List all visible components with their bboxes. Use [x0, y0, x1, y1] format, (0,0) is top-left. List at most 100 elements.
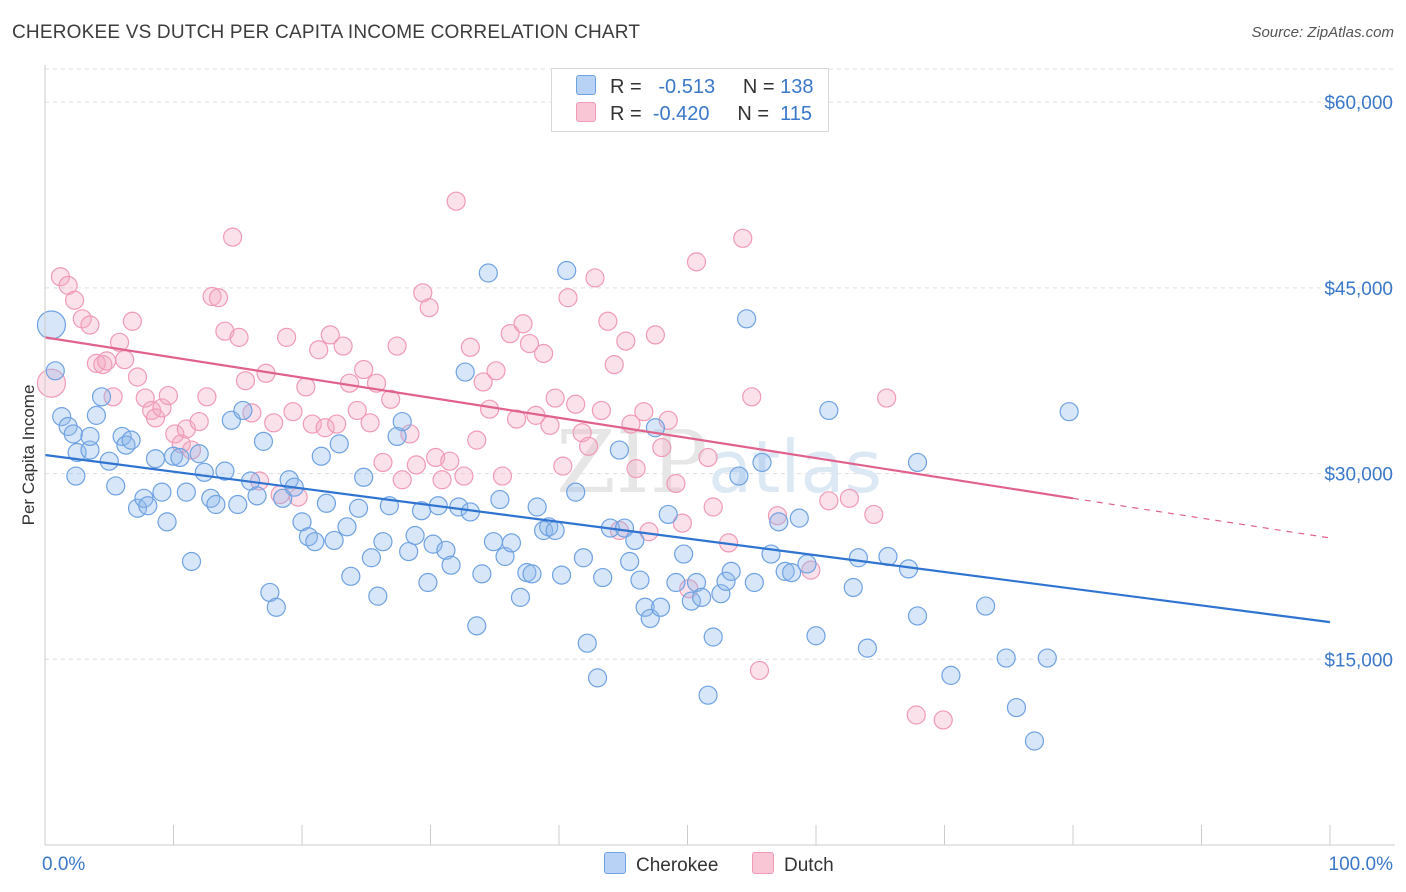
dutch-point	[519, 333, 540, 354]
dutch-point	[553, 456, 573, 476]
dutch-point	[354, 359, 374, 380]
cherokee-point	[52, 407, 72, 427]
cherokee-point	[329, 434, 349, 454]
cherokee-point	[36, 310, 67, 340]
dutch-point	[302, 414, 322, 434]
cherokee-point	[1006, 697, 1027, 718]
y-axis-label: Per Capita Income	[19, 385, 38, 526]
cherokee-point	[729, 466, 749, 486]
cherokee-point	[551, 565, 572, 585]
dutch-point	[864, 504, 884, 525]
dutch-point	[315, 418, 335, 438]
dutch-point	[578, 436, 599, 456]
dutch-point	[446, 191, 466, 211]
r-value: -0.513	[658, 76, 716, 98]
dutch-point	[545, 388, 565, 408]
cherokee-point	[138, 496, 158, 516]
dutch-legend-swatch	[752, 852, 774, 874]
dutch-point	[158, 385, 178, 406]
cherokee-point	[907, 452, 928, 473]
cherokee-point	[625, 530, 645, 551]
dutch-point	[276, 327, 297, 347]
legend-label: Cherokee	[636, 855, 719, 876]
dutch-point	[223, 227, 243, 247]
dutch-point	[742, 387, 762, 407]
r-label: R =	[610, 103, 642, 125]
cherokee-point	[490, 489, 510, 510]
dutch-swatch	[576, 102, 596, 122]
cherokee-point	[510, 587, 531, 607]
y-tick-label: $60,000	[1324, 93, 1393, 114]
cherokee-point	[418, 572, 438, 593]
cherokee-point	[106, 476, 126, 496]
cherokee-point	[614, 518, 635, 538]
cherokee-point	[436, 540, 456, 560]
cherokee-point	[215, 461, 235, 481]
dutch-point	[387, 336, 407, 356]
dutch-point	[165, 424, 185, 444]
dutch-point	[426, 447, 446, 468]
cherokee-point	[527, 497, 547, 517]
cherokee-point	[635, 597, 655, 617]
cherokee-point	[843, 577, 863, 598]
cherokee-point	[201, 488, 221, 508]
dutch-point	[122, 311, 142, 331]
cherokee-point	[1037, 648, 1057, 668]
x-tick-label-max: 100.0%	[1329, 854, 1394, 875]
cherokee-point	[233, 400, 253, 421]
cherokee-point	[577, 633, 597, 653]
cherokee-point	[478, 263, 498, 283]
cherokee-point	[253, 431, 274, 451]
n-value: 138	[780, 76, 814, 98]
dutch-point	[533, 343, 554, 364]
cherokee-point	[441, 555, 461, 575]
dutch-point	[373, 452, 393, 473]
dutch-point	[235, 371, 256, 391]
cherokee-point	[587, 668, 608, 688]
dutch-point	[877, 388, 897, 408]
dutch-point	[419, 298, 439, 318]
cherokee-point	[368, 586, 388, 606]
cherokee-point	[145, 449, 166, 469]
cherokee-point	[573, 548, 594, 568]
cherokee-point	[483, 532, 504, 552]
cherokee-point	[337, 517, 357, 537]
dutch-point	[309, 340, 329, 360]
dutch-point	[767, 506, 788, 526]
dutch-point	[208, 288, 229, 308]
dutch-point	[320, 325, 340, 345]
dutch-point	[733, 228, 753, 248]
cherokee-point	[716, 571, 736, 591]
cherokee-swatch	[576, 75, 596, 95]
cherokee-point	[311, 446, 331, 466]
cherokee-point	[194, 462, 214, 482]
dutch-point	[513, 314, 533, 334]
cherokee-point	[392, 411, 412, 432]
cherokee-point	[348, 498, 369, 518]
stats-legend: R = -0.513 N = 138 R = -0.420 N = 115	[551, 68, 829, 132]
cherokee-point	[976, 596, 996, 616]
dutch-point	[135, 388, 155, 408]
cherokee-point	[373, 532, 393, 552]
cherokee-point	[152, 482, 172, 502]
cherokee-point	[593, 567, 613, 588]
cherokee-point	[86, 405, 107, 425]
cherokee-point	[305, 532, 325, 552]
cherokee-point	[99, 451, 119, 471]
dutch-point	[698, 447, 718, 468]
dutch-point	[645, 325, 665, 345]
cherokee-point	[91, 387, 112, 407]
cherokee-point	[163, 446, 184, 466]
stats-row-dutch: R = -0.420 N = 115	[576, 102, 812, 126]
dutch-point	[558, 288, 578, 308]
legend-item-dutch: Dutch	[752, 852, 834, 877]
dutch-point	[839, 488, 860, 508]
dutch-point	[197, 387, 217, 407]
dutch-point	[347, 400, 367, 421]
cherokee-point	[189, 444, 209, 464]
dutch-point	[616, 331, 636, 351]
cherokee-point	[566, 482, 586, 502]
cherokee-point	[298, 527, 319, 547]
y-tick-label: $15,000	[1324, 650, 1393, 671]
